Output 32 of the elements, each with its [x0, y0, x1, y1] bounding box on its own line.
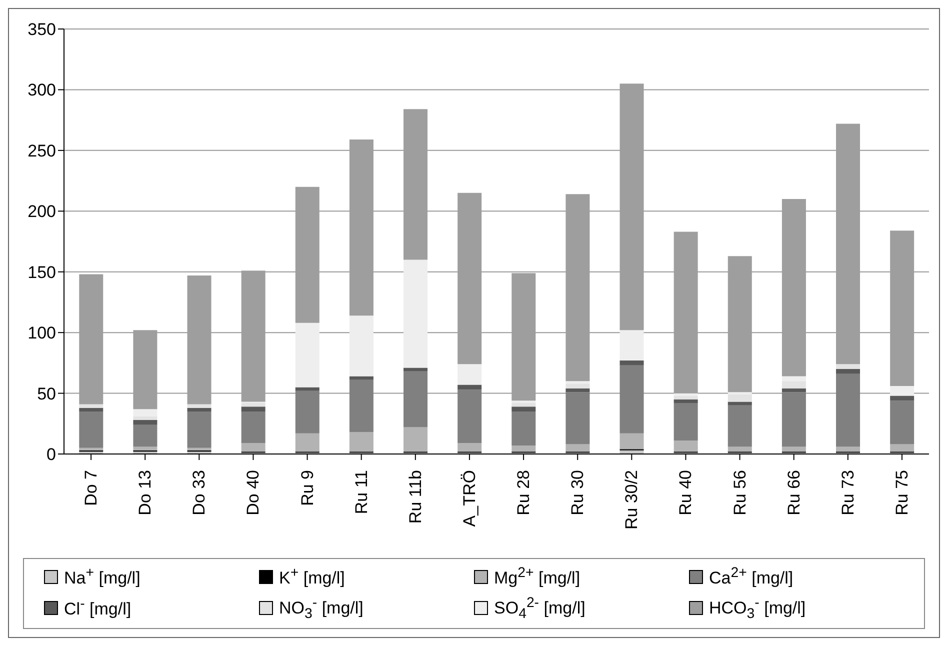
x-tick-label: Do 40 [244, 470, 263, 516]
y-tick-label: 0 [46, 445, 56, 464]
y-tick-label: 50 [37, 384, 56, 404]
x-tick-label: Do 33 [190, 470, 209, 516]
x-tick-label: A_TRÖ [460, 470, 479, 527]
legend-label: SO$_{4}$$^{2-}$ [mg/l] [494, 594, 586, 622]
x-tick-label: Ru 30 [568, 470, 588, 516]
x-tick-label: Do 13 [136, 470, 155, 516]
legend-label: Mg$^{2+}$ [mg/l] [494, 565, 580, 589]
legend-label: K$^{+}$ [mg/l] [279, 565, 345, 589]
y-tick-label: 100 [28, 324, 56, 343]
legend-label: Na$^{+}$ [mg/l] [64, 565, 140, 589]
x-tick-label: Ru 11b [406, 470, 425, 524]
x-tick-label: Ru 66 [784, 470, 804, 516]
y-tick-label: 250 [28, 141, 56, 160]
x-tick-label: Ru 73 [838, 470, 858, 516]
x-tick-label: Ru 28 [514, 470, 534, 516]
y-tick-label: 150 [28, 262, 56, 282]
legend-label: NO$_{3}$$^{-}$ [mg/l] [279, 594, 364, 622]
legend-label: Cl$^{-}$ [mg/l] [64, 596, 132, 620]
x-tick-label: Ru 56 [730, 470, 750, 516]
y-tick-label: 350 [28, 20, 56, 40]
x-tick-label: Ru 30/2 [622, 470, 642, 530]
x-tick-label: Ru 75 [892, 470, 912, 516]
x-tick-label: Ru 9 [298, 470, 317, 506]
y-tick-label: 300 [28, 80, 56, 100]
legend-label: Ca$^{2+}$ [mg/l] [709, 565, 794, 589]
x-tick-label: Do 7 [82, 470, 101, 506]
y-tick-label: 200 [28, 202, 56, 222]
legend-label: HCO$_{3}$$^{-}$ [mg/l] [709, 594, 806, 622]
x-tick-label: Ru 11 [352, 470, 371, 514]
x-tick-label: Ru 40 [676, 470, 696, 516]
